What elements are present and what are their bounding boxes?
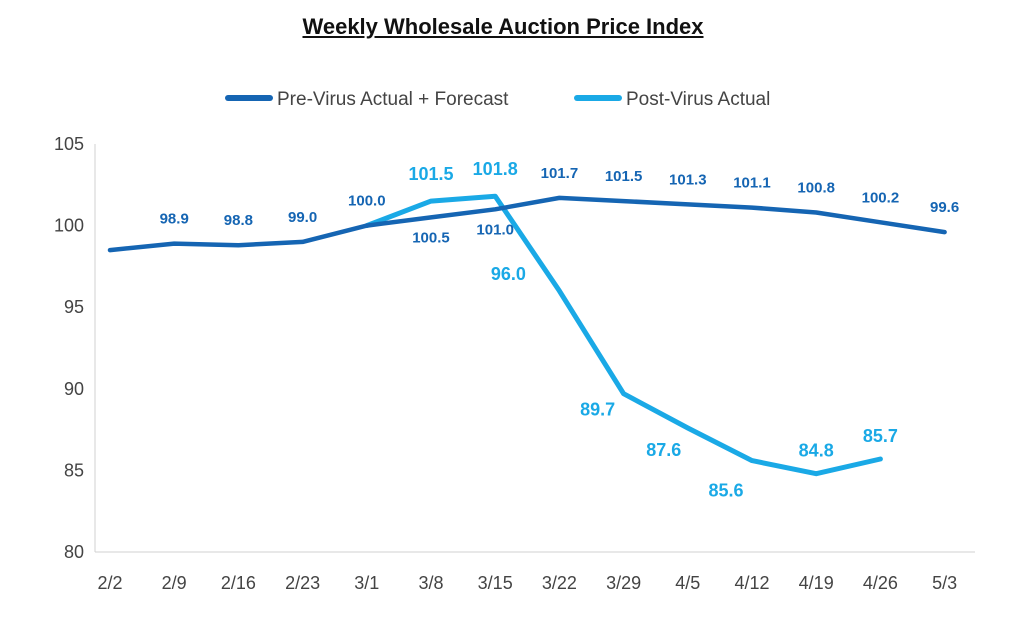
- legend: Pre-Virus Actual + Forecast Post-Virus Ac…: [225, 89, 770, 110]
- x-tick-label: 3/1: [354, 573, 379, 593]
- series-line-post-virus: [364, 193, 883, 477]
- x-tick-label: 4/19: [799, 573, 834, 593]
- data-label: 100.0: [348, 193, 386, 210]
- data-label: 85.7: [863, 426, 898, 446]
- y-tick-label: 85: [64, 460, 84, 480]
- data-label: 89.7: [580, 400, 615, 420]
- x-tick-label: 2/9: [162, 573, 187, 593]
- x-tick-label: 3/29: [606, 573, 641, 593]
- data-label: 101.5: [408, 164, 453, 184]
- data-labels: 98.9 98.8 99.0 100.0 100.5 101.0 101.7 101.5 101…: [160, 159, 960, 500]
- data-label: 87.6: [646, 440, 681, 460]
- data-label: 98.8: [224, 212, 253, 229]
- data-label: 101.0: [476, 221, 514, 238]
- y-tick-label: 100: [54, 216, 84, 236]
- x-tick-label: 2/2: [97, 573, 122, 593]
- data-label: 98.9: [160, 211, 189, 228]
- x-tick-label: 2/16: [221, 573, 256, 593]
- data-label: 100.8: [797, 180, 835, 197]
- data-label: 101.1: [733, 175, 771, 192]
- x-tick-label: 2/23: [285, 573, 320, 593]
- data-label: 99.6: [930, 199, 959, 216]
- x-tick-label: 4/5: [675, 573, 700, 593]
- x-tick-label: 4/26: [863, 573, 898, 593]
- legend-label: Post-Virus Actual: [626, 89, 770, 110]
- y-tick-label: 80: [64, 542, 84, 562]
- series-line-pre-virus: [107, 195, 947, 253]
- data-label: 84.8: [799, 441, 834, 461]
- legend-label: Pre-Virus Actual + Forecast: [277, 89, 509, 110]
- x-tick-label: 3/8: [418, 573, 443, 593]
- axes: 80 85 90 95 100 105 2/2 2/9 2/16 2/23 3/1 3/8 3/15 3/…: [54, 134, 975, 593]
- data-label: 96.0: [491, 264, 526, 284]
- data-label: 100.5: [412, 229, 450, 246]
- data-label: 99.0: [288, 209, 317, 226]
- y-tick-label: 90: [64, 379, 84, 399]
- x-tick-label: 3/22: [542, 573, 577, 593]
- data-label: 101.3: [669, 171, 707, 188]
- data-label: 101.7: [541, 165, 579, 182]
- series-lines: [107, 193, 947, 477]
- x-tick-label: 5/3: [932, 573, 957, 593]
- data-label: 101.5: [605, 168, 643, 185]
- chart-title: Weekly Wholesale Auction Price Index: [302, 14, 704, 39]
- x-tick-label: 3/15: [478, 573, 513, 593]
- data-label: 100.2: [862, 189, 900, 206]
- data-label: 85.6: [708, 481, 743, 501]
- y-tick-label: 105: [54, 134, 84, 154]
- data-label: 101.8: [473, 159, 518, 179]
- y-tick-label: 95: [64, 297, 84, 317]
- x-tick-label: 4/12: [734, 573, 769, 593]
